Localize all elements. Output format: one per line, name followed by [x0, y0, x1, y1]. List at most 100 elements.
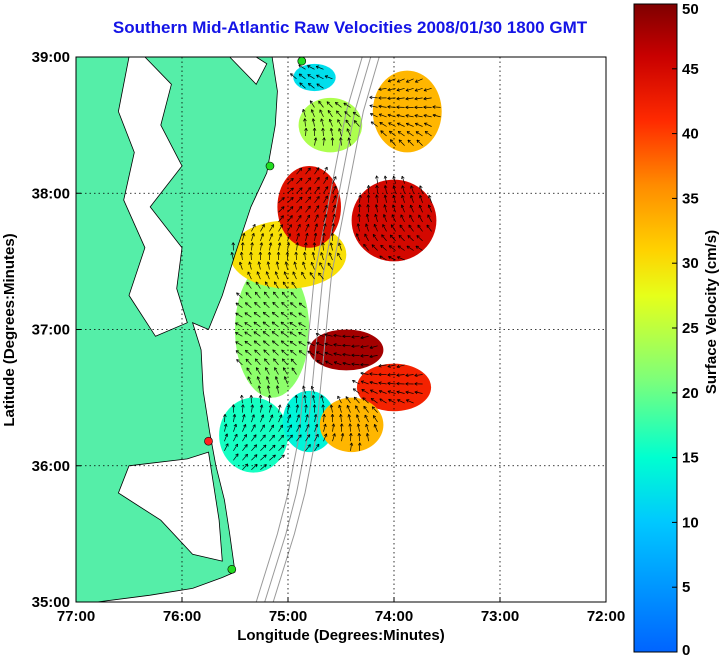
- velocity-vector: [260, 434, 266, 442]
- velocity-vector: [298, 331, 306, 337]
- velocity-vector: [290, 292, 297, 299]
- velocity-vector: [262, 321, 270, 328]
- velocity-vector: [314, 223, 318, 232]
- velocity-vector: [224, 443, 229, 451]
- vector-head: [259, 404, 263, 408]
- velocity-vector: [289, 331, 297, 337]
- vector-head: [339, 423, 343, 427]
- velocity-vector: [314, 424, 318, 432]
- velocity-vector: [316, 74, 324, 80]
- vector-head: [366, 433, 370, 436]
- vector-head: [290, 292, 293, 296]
- vector-head: [264, 444, 267, 448]
- vector-head: [354, 396, 358, 399]
- velocity-vector: [390, 139, 396, 146]
- velocity-vector: [266, 271, 270, 280]
- velocity-vector: [284, 271, 288, 280]
- velocity-vector: [427, 214, 432, 223]
- vector-head: [401, 204, 405, 208]
- vector-head: [290, 73, 294, 75]
- velocity-vector: [356, 233, 360, 242]
- vector-head: [264, 358, 266, 362]
- vector-head: [291, 281, 295, 284]
- velocity-vector: [242, 463, 248, 471]
- vector-head: [261, 404, 264, 408]
- velocity-vector: [269, 242, 272, 251]
- vector-head: [303, 251, 305, 256]
- vector-head: [244, 350, 247, 354]
- velocity-vector: [244, 312, 252, 318]
- vector-head: [289, 434, 293, 437]
- velocity-vector: [379, 255, 387, 261]
- vector-head: [280, 434, 284, 437]
- velocity-vector: [251, 414, 255, 423]
- vector-head: [419, 185, 423, 188]
- vector-head: [292, 271, 296, 274]
- velocity-vector: [332, 204, 336, 213]
- delaware-bay: [229, 57, 268, 85]
- vector-head: [272, 301, 276, 304]
- vector-head: [263, 340, 267, 342]
- velocity-vector: [400, 214, 405, 223]
- vector-head: [320, 252, 322, 256]
- vector-head: [302, 385, 304, 389]
- velocity-vector: [423, 97, 432, 100]
- x-tick-label: 72:00: [587, 608, 625, 625]
- vector-head: [423, 98, 427, 101]
- vector-head: [324, 352, 328, 356]
- vector-head: [321, 242, 324, 246]
- velocity-vector: [417, 224, 423, 232]
- vector-head: [402, 185, 405, 188]
- velocity-vector: [250, 251, 252, 261]
- velocity-vector: [418, 214, 423, 223]
- vector-head: [253, 312, 256, 316]
- velocity-vector: [242, 434, 247, 442]
- vector-head: [396, 383, 400, 386]
- velocity-vector: [322, 128, 324, 137]
- velocity-vector: [360, 335, 369, 339]
- vector-head: [359, 194, 362, 198]
- velocity-vector: [245, 292, 252, 299]
- vector-head: [410, 204, 414, 208]
- velocity-vector: [309, 100, 315, 108]
- vector-head: [366, 213, 370, 217]
- velocity-vector: [302, 261, 306, 270]
- velocity-vector: [387, 87, 396, 91]
- vector-head: [301, 271, 305, 274]
- vector-head: [319, 262, 323, 265]
- vector-head: [258, 261, 261, 265]
- vector-head: [235, 322, 238, 326]
- vector-head: [290, 358, 295, 361]
- velocity-vector: [269, 414, 273, 423]
- velocity-vector: [405, 87, 414, 92]
- vector-head: [415, 79, 418, 83]
- velocity-vector: [235, 332, 243, 337]
- velocity-vector: [265, 367, 270, 375]
- vector-head: [324, 176, 328, 179]
- velocity-vector: [257, 376, 261, 385]
- velocity-vector: [296, 177, 303, 184]
- vector-head: [307, 434, 310, 437]
- vector-head: [388, 130, 391, 134]
- vector-head: [283, 281, 286, 284]
- vector-head: [256, 367, 260, 370]
- colorbar-gradient: [633, 3, 678, 653]
- vector-head: [388, 245, 391, 249]
- vector-head: [305, 404, 308, 408]
- velocity-vector: [282, 281, 288, 289]
- vector-head: [267, 261, 271, 265]
- vector-head: [407, 139, 411, 142]
- vector-head: [368, 194, 371, 198]
- vector-head: [369, 105, 373, 108]
- velocity-vector: [273, 291, 279, 299]
- vector-head: [271, 340, 274, 344]
- vector-head: [231, 404, 234, 408]
- velocity-vector: [242, 233, 245, 241]
- vector-head: [260, 414, 264, 417]
- velocity-vector: [287, 233, 291, 242]
- vector-head: [414, 383, 418, 386]
- velocity-region: [293, 63, 336, 92]
- velocity-vector: [378, 364, 387, 367]
- vector-head: [288, 242, 291, 246]
- vector-head: [316, 176, 320, 179]
